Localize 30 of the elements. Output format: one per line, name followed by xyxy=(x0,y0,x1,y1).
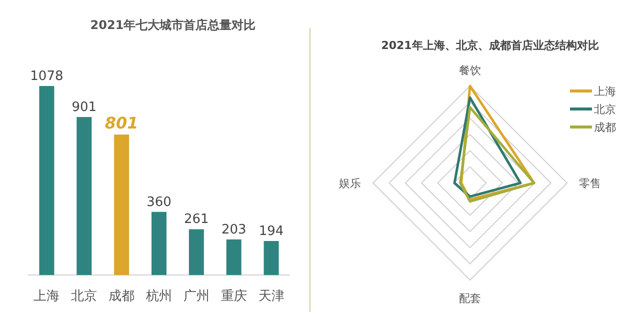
bar xyxy=(226,239,242,275)
chart-title: 2021年上海、北京、成都首店业态结构对比 xyxy=(381,39,599,52)
legend-label: 北京 xyxy=(594,103,616,116)
data-label: 901 xyxy=(72,100,97,116)
data-label: 203 xyxy=(221,222,246,238)
data-label: 261 xyxy=(184,212,209,228)
spoke-label: 配套 xyxy=(459,292,481,305)
spoke-label: 娱乐 xyxy=(339,177,361,190)
x-tick-label: 天津 xyxy=(258,289,284,304)
bar xyxy=(188,229,204,275)
data-label: 194 xyxy=(258,224,284,239)
x-tick-label: 杭州 xyxy=(145,289,172,304)
data-label: 360 xyxy=(146,194,172,210)
legend-label: 上海 xyxy=(594,85,616,98)
bar xyxy=(39,86,54,275)
bar xyxy=(76,117,92,275)
x-tick-label: 成都 xyxy=(108,289,135,304)
x-tick-label: 广州 xyxy=(183,289,210,304)
bar xyxy=(264,240,279,275)
x-tick-label: 上海 xyxy=(34,289,60,304)
bar xyxy=(152,212,166,275)
x-tick-label: 北京 xyxy=(71,289,98,304)
legend-label: 成都 xyxy=(594,121,616,134)
bar xyxy=(114,134,130,275)
data-label: 1078 xyxy=(30,69,64,84)
spoke-label: 餐饮 xyxy=(459,64,481,77)
x-tick-label: 重庆 xyxy=(220,289,247,304)
data-label: 801 xyxy=(104,114,138,133)
spoke-label: 零售 xyxy=(579,177,601,190)
chart-title: 2021年七大城市首店总量对比 xyxy=(90,18,256,32)
